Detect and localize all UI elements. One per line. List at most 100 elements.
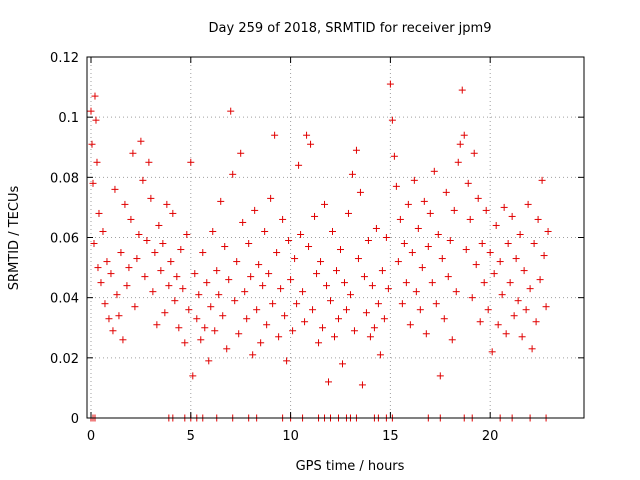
data-point [332,267,340,275]
data-point [356,188,364,196]
data-point [247,273,255,281]
data-point [430,167,438,175]
data-point [235,330,243,338]
data-point [484,306,492,314]
data-point [364,237,372,245]
data-point [171,297,179,305]
data-point [354,255,362,263]
data-point [346,291,354,299]
data-point [502,330,510,338]
data-point [269,300,277,308]
data-point [372,224,380,232]
data-point [422,330,430,338]
data-point [229,170,237,178]
data-point [448,336,456,344]
data-point [432,300,440,308]
data-point [143,237,151,245]
data-point [209,227,217,235]
data-point [508,212,516,220]
data-point [388,116,396,124]
data-point [259,282,267,290]
data-point [494,321,502,329]
data-point [211,327,219,335]
data-point [289,327,297,335]
data-point [299,288,307,296]
data-point [273,249,281,257]
data-point [319,324,327,332]
data-point [127,215,135,223]
data-point [90,240,98,248]
data-point [131,303,139,311]
x-tick-label: 10 [282,429,299,444]
data-point [177,246,185,254]
data-point [309,306,317,314]
data-point [518,333,526,341]
data-point [205,357,213,365]
data-point [115,312,123,320]
data-point [121,200,129,208]
data-point [237,149,245,157]
data-point [99,227,107,235]
data-point [175,324,183,332]
data-point [376,351,384,359]
data-point [277,285,285,293]
data-point [93,158,101,166]
data-point [482,206,490,214]
data-point [386,80,394,88]
data-point [147,194,155,202]
data-point [418,264,426,272]
data-point [358,381,366,389]
data-point [283,357,291,365]
data-point [368,282,376,290]
data-point [317,258,325,266]
data-point [227,107,235,115]
data-point [103,258,111,266]
data-point [390,152,398,160]
data-point [293,300,301,308]
data-point [88,140,96,148]
data-point [534,215,542,223]
data-point [460,131,468,139]
data-point [402,279,410,287]
data-point [406,321,414,329]
data-point [179,285,187,293]
data-point [253,306,261,314]
data-point [360,273,368,281]
data-point [412,288,420,296]
data-point [486,249,494,257]
data-point [414,224,422,232]
x-tick-label: 20 [482,429,499,444]
data-point [538,176,546,184]
data-point [191,270,199,278]
data-point [344,209,352,217]
data-point [311,212,319,220]
data-point [271,131,279,139]
data-point [334,315,342,323]
data-point [496,258,504,266]
data-point [420,197,428,205]
data-point [526,285,534,293]
data-point [398,300,406,308]
data-point [336,246,344,254]
data-point [181,339,189,347]
data-point [490,270,498,278]
data-point [153,321,161,329]
data-point [94,264,102,272]
data-point [512,255,520,263]
data-point [199,249,207,257]
data-point [267,194,275,202]
data-point [500,203,508,211]
data-point [101,300,109,308]
data-point [454,158,462,166]
data-point [362,309,370,317]
y-tick-label: 0 [71,412,79,427]
data-point [213,267,221,275]
data-point [133,255,141,263]
data-point [291,255,299,263]
data-point [404,200,412,208]
data-point [157,267,165,275]
data-point [472,261,480,269]
data-point [540,252,548,260]
data-point [380,315,388,323]
data-point [263,321,271,329]
